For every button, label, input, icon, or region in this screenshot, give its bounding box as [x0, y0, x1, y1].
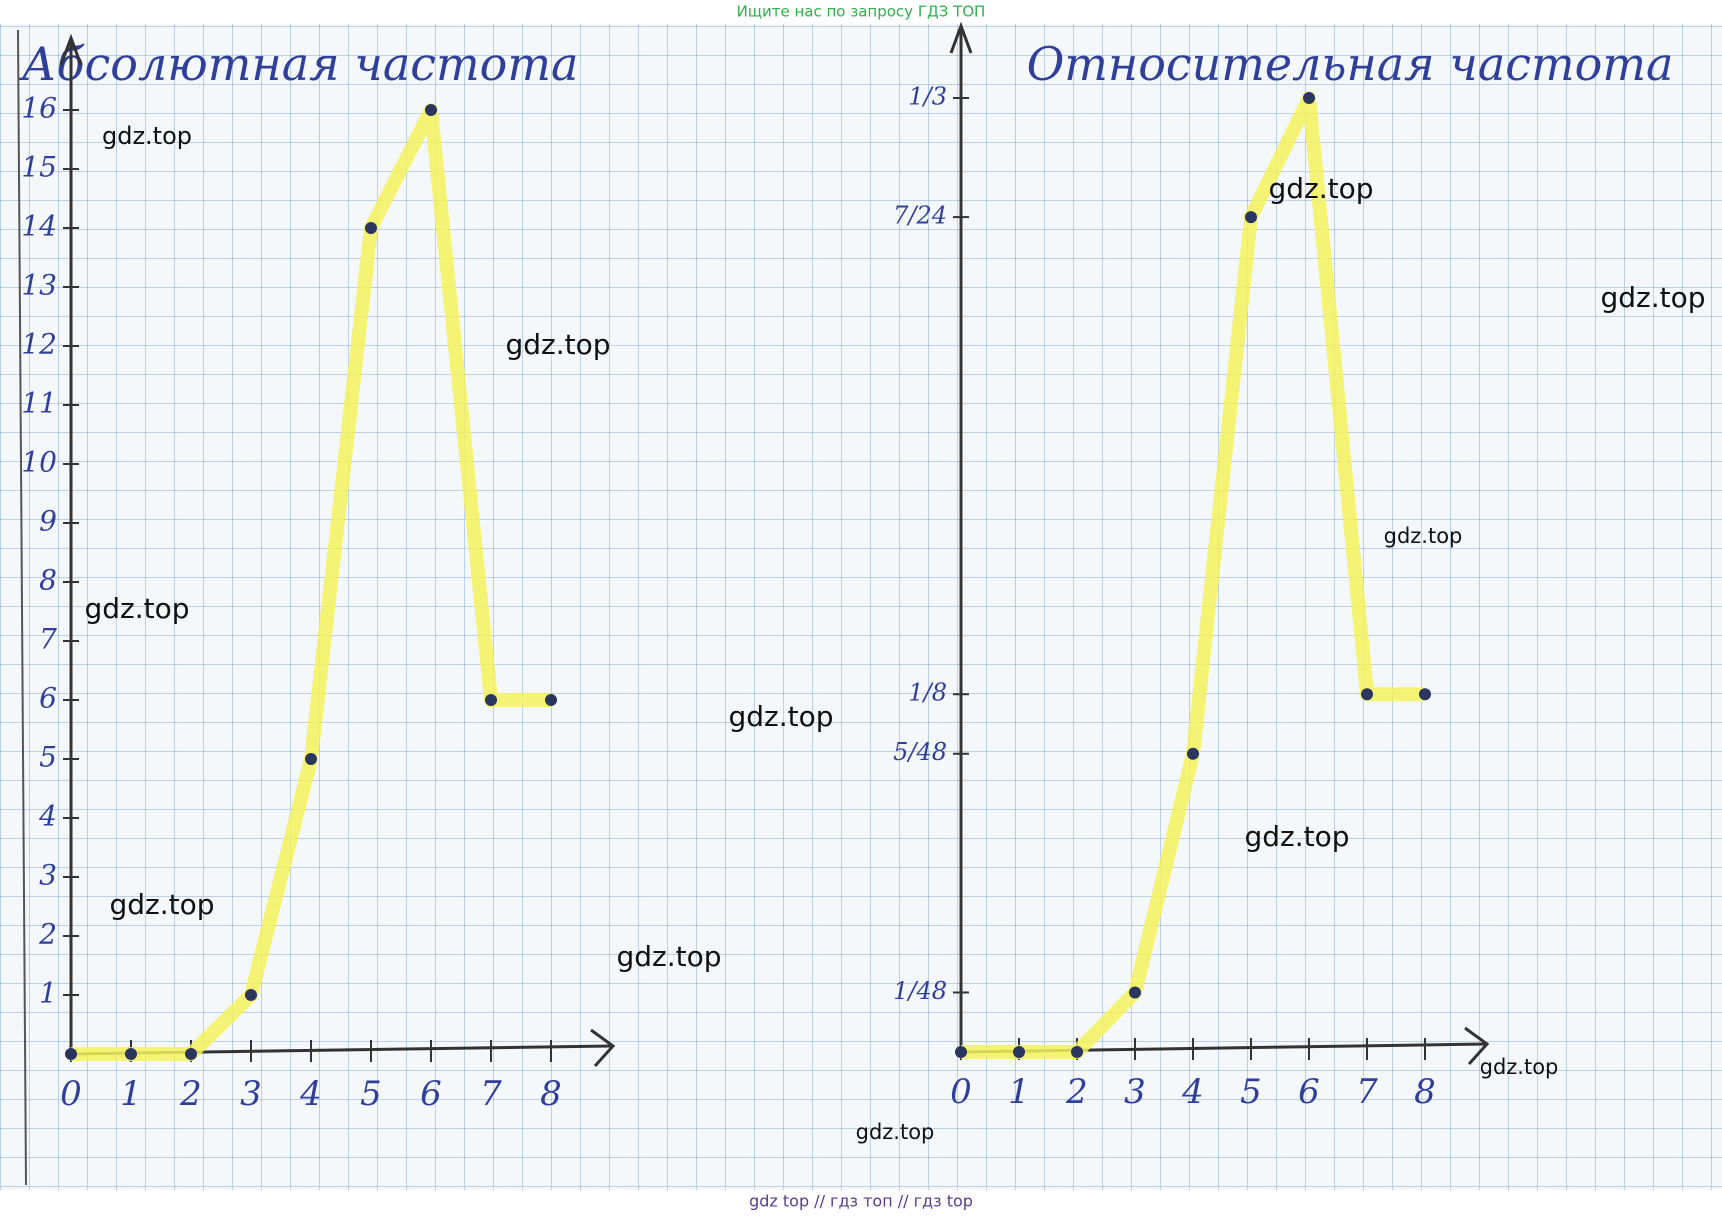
y-tick-label: 7/24	[893, 202, 947, 230]
x-tick-label: 8	[1414, 1072, 1436, 1112]
y-tick-label: 8	[39, 564, 57, 597]
x-arrow	[1464, 1026, 1490, 1066]
x-arrow	[590, 1028, 616, 1068]
watermark: gdz.top	[505, 328, 610, 361]
point	[365, 222, 377, 234]
y-tick-label: 6	[39, 682, 57, 715]
chart-title: Абсолютная частота	[19, 37, 579, 91]
point	[1013, 1046, 1025, 1058]
watermark: gdz.top	[616, 940, 721, 973]
footer-text[interactable]: gdz top // гдз топ // гдз top	[749, 1192, 973, 1211]
point	[955, 1046, 967, 1058]
point	[305, 753, 317, 765]
y-tick-label: 11	[21, 387, 57, 420]
x-tick-label: 8	[540, 1074, 562, 1114]
watermark: gdz.top	[1384, 524, 1463, 548]
y-tick-label: 15	[21, 151, 57, 184]
watermark: gdz.top	[1480, 1055, 1559, 1079]
x-tick-label: 0	[950, 1072, 972, 1112]
point	[1071, 1046, 1083, 1058]
watermark: gdz.top	[1268, 172, 1373, 205]
x-tick-label: 4	[299, 1074, 322, 1114]
point	[1419, 688, 1431, 701]
watermark: gdz.top	[102, 122, 192, 150]
point	[125, 1048, 137, 1060]
watermark: gdz.top	[84, 592, 189, 625]
point	[1187, 747, 1199, 760]
watermark: gdz.top	[856, 1120, 935, 1144]
point	[1361, 688, 1373, 701]
point	[185, 1048, 197, 1060]
x-tick-label: 3	[240, 1074, 262, 1114]
y-tick-label: 10	[21, 446, 57, 479]
y-tick-label: 1/3	[908, 83, 947, 111]
point	[245, 989, 257, 1001]
watermark: gdz.top	[109, 888, 214, 921]
point	[1245, 211, 1257, 224]
chart-title: Относительная частота	[1027, 37, 1674, 91]
y-tick-label: 1/48	[893, 977, 947, 1005]
y-tick-label: 14	[21, 210, 57, 243]
x-tick-label: 0	[60, 1074, 82, 1114]
point	[485, 694, 497, 706]
y-tick-label: 1	[39, 977, 57, 1010]
header-bar	[0, 0, 1722, 24]
y-tick-label: 5/48	[893, 738, 947, 766]
x-tick-label: 2	[179, 1074, 202, 1114]
point	[425, 104, 437, 116]
y-tick-label: 4	[38, 800, 57, 833]
x-tick-label: 2	[1065, 1072, 1088, 1112]
y-tick-label: 9	[39, 505, 57, 538]
y-tick-label: 5	[39, 741, 57, 774]
x-tick-label: 1	[1008, 1072, 1030, 1112]
x-tick-label: 5	[1240, 1072, 1262, 1112]
watermark: gdz.top	[728, 700, 833, 733]
x-tick-label: 6	[1298, 1072, 1320, 1112]
y-tick-label: 1/8	[908, 679, 947, 707]
point	[1129, 986, 1141, 999]
y-tick-label: 13	[21, 269, 57, 302]
x-tick-label: 4	[1181, 1072, 1204, 1112]
y-tick-label: 2	[38, 918, 57, 951]
line	[961, 91, 1425, 1059]
watermark: gdz.top	[1244, 820, 1349, 853]
y-tick-label: 7	[39, 623, 57, 656]
y-tick-label: 12	[21, 328, 57, 361]
y-arrow	[59, 33, 83, 66]
y-tick-label: 16	[21, 92, 57, 125]
point	[545, 694, 557, 706]
point	[1303, 92, 1315, 104]
y-tick-label: 3	[39, 859, 57, 892]
footer-bar	[0, 1190, 1722, 1216]
x-tick-label: 3	[1124, 1072, 1146, 1112]
x-tick-label: 7	[1356, 1072, 1378, 1112]
point	[65, 1048, 77, 1060]
header-text[interactable]: Ищите нас по запросу ГДЗ ТОП	[737, 3, 986, 21]
y-arrow	[949, 21, 973, 54]
margin-line	[17, 29, 27, 1186]
x-tick-label: 5	[360, 1074, 382, 1114]
x-tick-label: 6	[420, 1074, 442, 1114]
x-tick-label: 7	[480, 1074, 502, 1114]
x-tick-label: 1	[120, 1074, 142, 1114]
watermark: gdz.top	[1600, 281, 1705, 314]
